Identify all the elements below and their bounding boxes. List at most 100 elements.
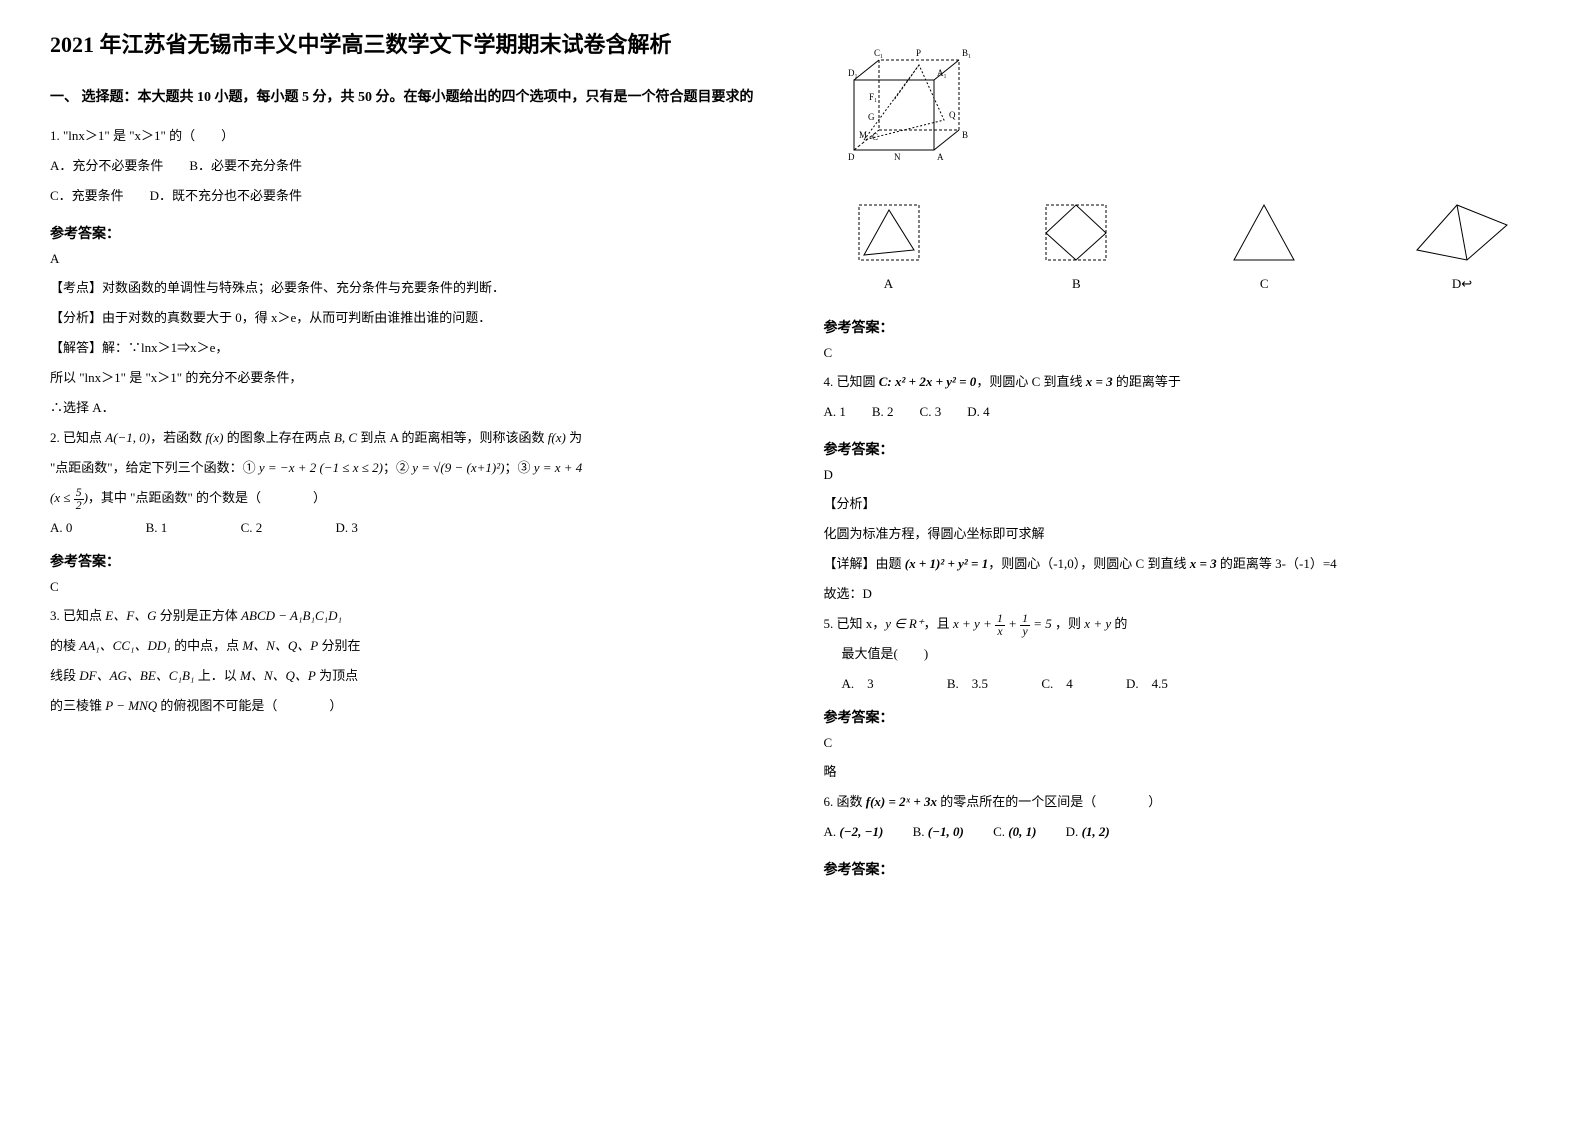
q3-pts2: M、N、Q、P — [240, 668, 316, 683]
q2-stem-line2: "点距函数"，给定下列三个函数：① y = −x + 2 (−1 ≤ x ≤ 2… — [50, 455, 764, 481]
lbl-p: P — [916, 48, 921, 58]
q4-sc: 的距离等于 — [1113, 374, 1181, 389]
q2-frac-num: 5 — [74, 487, 84, 500]
q4-e3b: ，则圆心（-1,0），则圆心 C 到直线 — [988, 556, 1190, 571]
left-column: 2021 年江苏省无锡市丰义中学高三数学文下学期期末试卷含解析 一、 选择题：本… — [50, 30, 764, 1092]
fig-c: C — [1219, 195, 1309, 292]
q4-exp4: 故选：D — [824, 581, 1538, 607]
q2-point-a: A(−1, 0) — [105, 430, 150, 445]
q2-eq1: y = −x + 2 (−1 ≤ x ≤ 2) — [259, 460, 383, 475]
q6-od-p: D. — [1066, 824, 1082, 839]
q1-stem: 1. "lnx＞1" 是 "x＞1" 的（ ） — [50, 123, 764, 149]
q3-l1a: 3. 已知点 — [50, 608, 105, 623]
q6-oa-p: A. — [824, 824, 840, 839]
fig-a-label: A — [844, 276, 934, 292]
fig-a: A — [844, 195, 934, 292]
q2-s2b: ；② — [383, 460, 412, 475]
q1-ans: A — [50, 251, 764, 267]
q5-f1n: 1 — [995, 613, 1005, 626]
q2-t3: 的图象上存在两点 — [223, 430, 334, 445]
q5-opt-b: B. 3.5 — [947, 671, 988, 697]
q3-segs: DF、AG、BE、C₁B₁ — [79, 668, 194, 683]
q3-cube: ABCD − A₁B₁C₁D₁ — [241, 608, 342, 623]
q4-sb: ，则圆心 C 到直线 — [976, 374, 1085, 389]
q2-stem-line1: 2. 已知点 A(−1, 0)，若函数 f(x) 的图象上存在两点 B, C 到… — [50, 425, 764, 451]
q3-option-figures: A B C D↩ — [824, 195, 1538, 292]
lbl-b: B — [962, 130, 968, 140]
q6-options: A. (−2, −1) B. (−1, 0) C. (0, 1) D. (1, … — [824, 819, 1538, 845]
q3-l3a: 线段 — [50, 668, 79, 683]
fig-b-label: B — [1031, 276, 1121, 292]
q6-oc-p: C. — [993, 824, 1008, 839]
q3-l4a: 的三棱锥 — [50, 698, 105, 713]
lbl-c1: C₁ — [874, 48, 883, 58]
q2-opt-b: B. 1 — [146, 515, 168, 541]
q6-ob: (−1, 0) — [928, 824, 964, 839]
lbl-a1: A₁ — [937, 68, 947, 78]
q3-line1: 3. 已知点 E、F、G 分别是正方体 ABCD − A₁B₁C₁D₁ — [50, 603, 764, 629]
q2-fx2: f(x) — [548, 430, 566, 445]
q2-options: A. 0 B. 1 C. 2 D. 3 — [50, 515, 764, 541]
lbl-b1: B₁ — [962, 48, 971, 58]
q6-oa: (−2, −1) — [839, 824, 883, 839]
q3-l1b: 分别是正方体 — [157, 608, 242, 623]
q5-xy: x + y — [1084, 616, 1111, 631]
q5-y: y ∈ R⁺ — [885, 616, 923, 631]
q5-sa: 5. 已知 x， — [824, 616, 886, 631]
q4-ans: D — [824, 467, 1538, 483]
q5-ans-label: 参考答案： — [824, 707, 1538, 727]
q4-e3a: 【详解】由题 — [824, 556, 905, 571]
fig-c-svg — [1219, 195, 1309, 270]
q5-opt-c: C. 4 — [1041, 671, 1072, 697]
q2-eq3: y = x + 4 — [534, 460, 583, 475]
q6-od: (1, 2) — [1082, 824, 1110, 839]
q5-stem: 5. 已知 x，y ∈ R⁺，且 x + y + 1x + 1y = 5 ，则 … — [824, 611, 1538, 637]
q5-stem2: 最大值是( ) — [824, 641, 1538, 667]
q3-l2a: 的棱 — [50, 638, 79, 653]
fig-d-label: D↩ — [1407, 276, 1517, 292]
q3-l3c: 为顶点 — [316, 668, 358, 683]
q1-exp5: ∴选择 A． — [50, 395, 764, 421]
q1-exp1: 【考点】对数函数的单调性与特殊点；必要条件、充分条件与充要条件的判断． — [50, 275, 764, 301]
q2-ans-label: 参考答案： — [50, 551, 764, 571]
fig-d-suffix: ↩ — [1461, 276, 1472, 291]
lbl-d: D — [848, 152, 855, 162]
q2-t1: 2. 已知点 — [50, 430, 105, 445]
q1-opts-cd: C．充要条件 D．既不充分也不必要条件 — [50, 183, 764, 209]
q6-oc: (0, 1) — [1008, 824, 1036, 839]
lbl-f1: F₁ — [869, 92, 877, 102]
lbl-g: G — [868, 112, 875, 122]
q5-opt-a: A. 3 — [842, 671, 874, 697]
q4-exp2: 化圆为标准方程，得圆心坐标即可求解 — [824, 521, 1538, 547]
q2-opt-d: D. 3 — [335, 515, 357, 541]
q2-ans: C — [50, 579, 764, 595]
q5-opt-d: D. 4.5 — [1126, 671, 1168, 697]
lbl-c: C — [872, 132, 878, 142]
q5-sd: 的 — [1111, 616, 1127, 631]
q5-eq: x + y + 1x + 1y = 5 — [953, 616, 1055, 631]
q3-line4: 的三棱锥 P − MNQ 的俯视图不可能是（ ） — [50, 693, 764, 719]
q4-line: x = 3 — [1086, 374, 1113, 389]
doc-title: 2021 年江苏省无锡市丰义中学高三数学文下学期期末试卷含解析 — [50, 30, 764, 61]
fig-d-svg — [1407, 195, 1517, 270]
q6-sa: 6. 函数 — [824, 794, 866, 809]
q4-opts: A. 1 B. 2 C. 3 D. 4 — [824, 399, 1538, 425]
lbl-n: N — [894, 152, 901, 162]
fig-c-label: C — [1219, 276, 1309, 292]
q2-opt-a: A. 0 — [50, 515, 72, 541]
q4-eq: C: x² + 2x + y² = 0 — [879, 374, 977, 389]
q5-f2n: 1 — [1020, 613, 1030, 626]
lbl-a: A — [937, 152, 944, 162]
fig-d-letter: D — [1452, 276, 1461, 291]
q6-ob-p: B. — [913, 824, 928, 839]
q2-s3a: (x ≤ — [50, 490, 74, 505]
right-column: D₁ C₁ B₁ A₁ D C B A P Q M N F₁ G — [824, 30, 1538, 1092]
q5-eqb: + — [1005, 616, 1020, 631]
q5-eqa: x + y + — [953, 616, 995, 631]
q3-ans-label: 参考答案： — [824, 317, 1538, 337]
q5-sb: ，且 — [924, 616, 953, 631]
q3-l2c: 分别在 — [318, 638, 360, 653]
q3-l2b: 的中点，点 — [171, 638, 243, 653]
q4-ans-label: 参考答案： — [824, 439, 1538, 459]
q2-s3c: ，其中 "点距函数" 的个数是（ ） — [88, 490, 326, 505]
